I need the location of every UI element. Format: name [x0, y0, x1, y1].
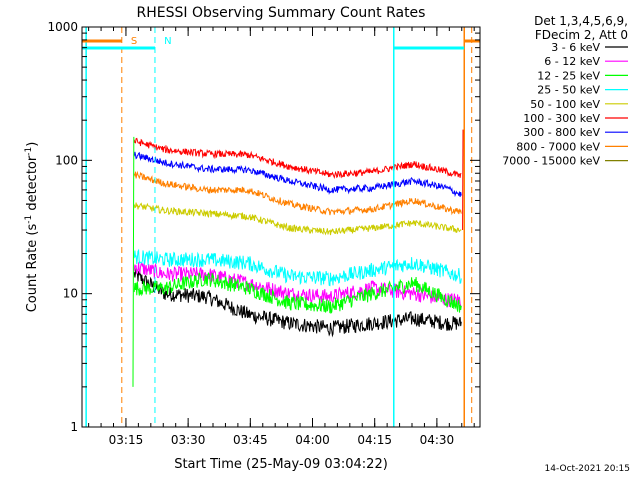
series-spike	[132, 136, 135, 387]
legend-label: 300 - 800 keV	[523, 126, 600, 139]
series-line	[133, 202, 462, 236]
legend-header-line-1: Det 1,3,4,5,6,9,	[534, 14, 628, 28]
series-line	[133, 267, 462, 338]
x-axis-label: Start Time (25-May-09 03:04:22)	[174, 457, 388, 472]
y-axis-label: Count Rate (s-1 detector-1)	[24, 142, 40, 313]
series-line	[133, 137, 462, 180]
plot-frame	[81, 26, 481, 428]
chart-title: RHESSI Observing Summary Count Rates	[137, 5, 426, 21]
x-tick-label: 03:30	[171, 433, 206, 447]
x-tick-label: 03:15	[109, 433, 144, 447]
series-line	[133, 170, 462, 216]
series-line	[133, 248, 462, 287]
plot-area: S N 1 10 100 1000 03:15 03:30 03:45 04:00 04:15 04:…	[47, 20, 481, 447]
y-tick-label: 10	[63, 287, 78, 301]
timestamp: 14-Oct-2021 20:15	[544, 464, 630, 474]
legend-label: 50 - 100 keV	[530, 98, 600, 111]
x-tick-label: 04:15	[357, 433, 392, 447]
y-tick-label: 1	[70, 420, 78, 434]
legend-label: 800 - 7000 keV	[516, 140, 600, 153]
legend-label: 25 - 50 keV	[537, 84, 600, 97]
series-line	[133, 262, 462, 308]
marker-annotation: N	[164, 36, 171, 47]
y-tick-label: 1000	[47, 20, 78, 34]
legend-header-line-2: FDecim 2, Att 0	[534, 28, 628, 42]
x-tick-label: 04:00	[295, 433, 330, 447]
legend-label: 100 - 300 keV	[523, 112, 600, 125]
x-tick-label: 04:30	[420, 433, 455, 447]
y-tick-label: 100	[55, 153, 78, 167]
series-line	[133, 151, 462, 198]
legend-label: 12 - 25 keV	[537, 69, 600, 82]
legend-label: 3 - 6 keV	[551, 41, 600, 54]
x-tick-label: 03:45	[233, 433, 268, 447]
legend-label: 6 - 12 keV	[544, 55, 600, 68]
series-line	[133, 272, 462, 315]
marker-annotation: S	[131, 36, 137, 47]
legend-label: 7000 - 15000 keV	[502, 155, 600, 168]
